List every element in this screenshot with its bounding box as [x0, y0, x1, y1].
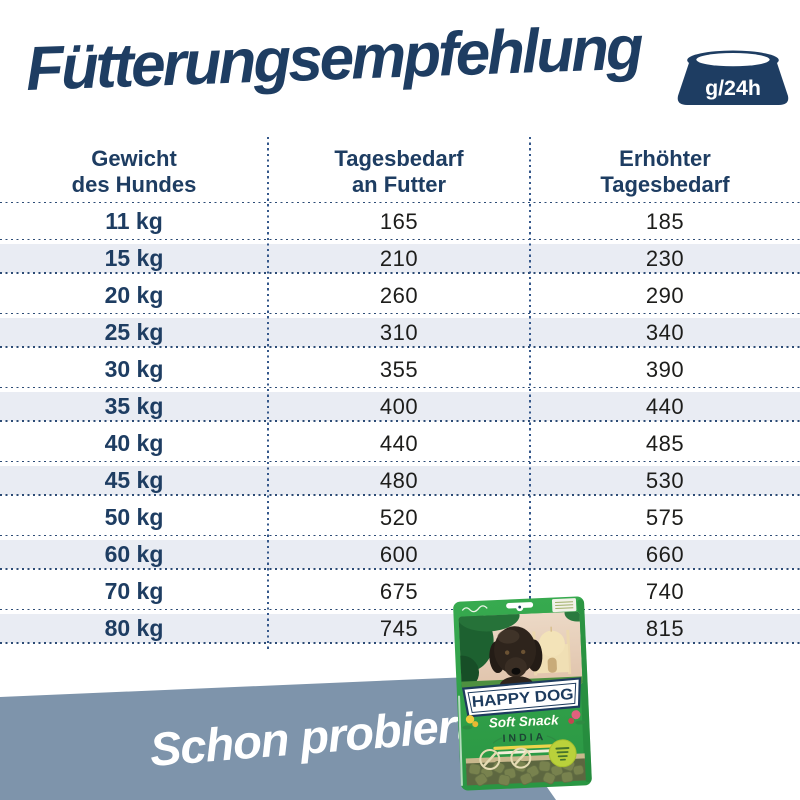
dog-weight-cell: 20 kg — [104, 282, 164, 308]
table-row: 20 kg 260 290 — [0, 277, 800, 315]
daily-amount-cell: 165 — [379, 208, 419, 234]
daily-amount-cell: 520 — [379, 504, 419, 530]
table-row: 30 kg 355 390 — [0, 351, 800, 389]
increased-amount-cell: 440 — [645, 393, 685, 419]
daily-amount-cell: 480 — [379, 467, 419, 493]
column-divider-dotted — [529, 137, 531, 649]
decorative-script-squiggle — [461, 605, 488, 613]
increased-amount-cell: 740 — [645, 578, 685, 604]
feeding-table: Gewicht des Hundes Tagesbedarf an Futter… — [0, 137, 800, 649]
increased-amount-cell: 230 — [645, 245, 685, 271]
dog-weight-cell: 11 kg — [105, 208, 163, 234]
table-row: 70 kg 675 740 — [0, 573, 800, 611]
column-divider-dotted — [267, 137, 269, 649]
table-body: 11 kg 165 185 15 kg 210 230 20 kg 260 290 25 kg 31… — [0, 203, 800, 647]
daily-amount-cell: 310 — [379, 319, 419, 345]
dog-weight-cell: 25 kg — [104, 319, 164, 345]
increased-amount-cell: 390 — [645, 356, 685, 382]
table-row: 45 kg 480 530 — [0, 462, 800, 499]
badge-utensil-right — [510, 747, 532, 769]
table-row: 80 kg 745 815 — [0, 610, 800, 647]
header-increased-amount: Erhöhter Tagesbedarf — [600, 146, 730, 197]
table-row: 50 kg 520 575 — [0, 499, 800, 537]
dog-weight-cell: 30 kg — [104, 356, 164, 382]
dog-weight-cell: 40 kg — [104, 430, 164, 456]
brand-banner: HAPPY DOG — [461, 677, 581, 718]
daily-amount-cell: 440 — [379, 430, 419, 456]
increased-amount-cell: 660 — [645, 541, 685, 567]
dog-weight-cell: 70 kg — [104, 578, 164, 604]
variety-name: INDIA — [502, 731, 546, 745]
daily-amount-cell: 600 — [379, 541, 419, 567]
page-title: Fütterungsempfehlung — [24, 13, 642, 104]
dog-bowl-icon: g/24h — [676, 50, 790, 112]
daily-amount-cell: 260 — [379, 282, 419, 308]
flower-decoration-right — [568, 710, 586, 725]
foliage — [458, 611, 583, 690]
increased-amount-cell: 815 — [645, 615, 685, 641]
dog-weight-cell: 35 kg — [104, 393, 164, 419]
badge-utensil-left — [479, 748, 501, 770]
table-header-row: Gewicht des Hundes Tagesbedarf an Futter… — [0, 137, 800, 204]
dog-weight-cell: 60 kg — [104, 541, 164, 567]
daily-amount-cell: 675 — [379, 578, 419, 604]
increased-amount-cell: 530 — [645, 467, 685, 493]
header-dog-weight: Gewicht des Hundes — [71, 146, 197, 197]
table-row: 40 kg 440 485 — [0, 425, 800, 463]
table-row: 15 kg 210 230 — [0, 240, 800, 277]
unit-badge: g/24h — [705, 76, 761, 100]
product-package-happy-dog-india: HAPPY DOG Soft Snack INDIA — [450, 595, 595, 793]
top-right-label — [551, 598, 577, 613]
increased-amount-cell: 485 — [645, 430, 685, 456]
dog-weight-cell: 80 kg — [104, 615, 164, 641]
dog-weight-cell: 45 kg — [104, 467, 164, 493]
daily-amount-cell: 400 — [379, 393, 419, 419]
table-row: 25 kg 310 340 — [0, 314, 800, 351]
flower-decoration-left — [462, 715, 479, 730]
table-row: 11 kg 165 185 — [0, 203, 800, 241]
daily-amount-cell: 745 — [379, 615, 419, 641]
increased-amount-cell: 185 — [645, 208, 685, 234]
euro-hang-hole-icon — [506, 602, 534, 612]
dog-photo — [489, 626, 543, 690]
table-row: 35 kg 400 440 — [0, 388, 800, 425]
package-photo — [458, 611, 583, 690]
increased-amount-cell: 575 — [645, 504, 685, 530]
badge-lime — [548, 739, 577, 768]
increased-amount-cell: 340 — [645, 319, 685, 345]
increased-amount-cell: 290 — [645, 282, 685, 308]
dog-weight-cell: 50 kg — [104, 504, 164, 530]
fine-print-line — [493, 744, 557, 750]
dog-weight-cell: 15 kg — [104, 245, 164, 271]
daily-amount-cell: 355 — [379, 356, 419, 382]
product-line: Soft Snack — [489, 712, 561, 730]
header-daily-amount: Tagesbedarf an Futter — [334, 146, 464, 197]
variety-group: INDIA — [492, 731, 557, 745]
table-row: 60 kg 600 660 — [0, 536, 800, 573]
daily-amount-cell: 210 — [379, 245, 419, 271]
